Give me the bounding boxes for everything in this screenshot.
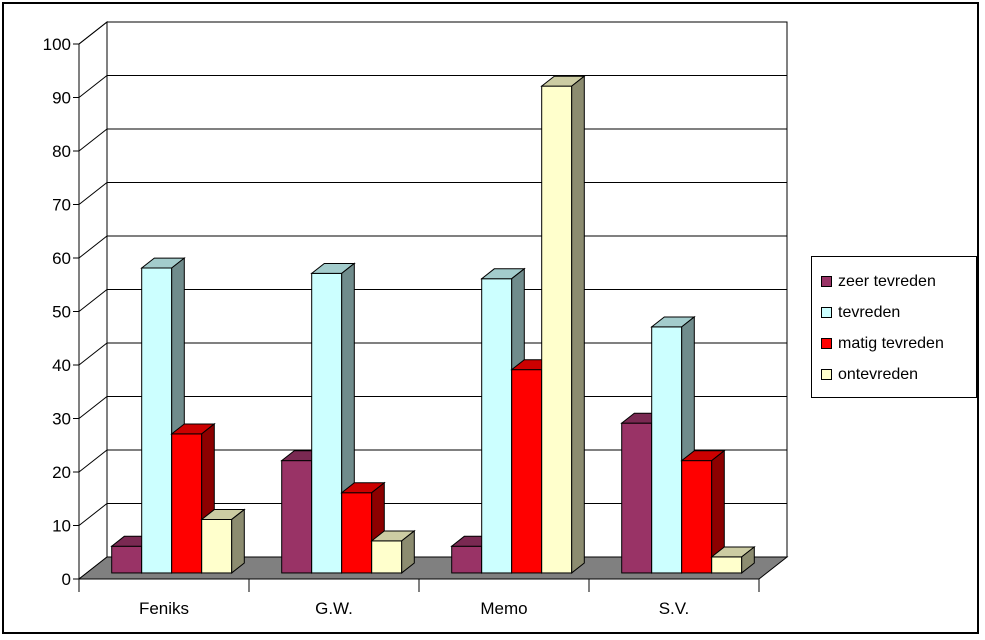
y-tick-label: 90	[52, 89, 71, 108]
x-tick-label: Memo	[480, 599, 527, 618]
bar-side	[401, 529, 415, 574]
bar-front	[371, 540, 403, 574]
x-tick-label: Feniks	[139, 599, 189, 618]
bar-front	[281, 460, 313, 574]
x-tick-label: S.V.	[659, 599, 690, 618]
gridline	[78, 75, 787, 98]
bar	[370, 529, 416, 574]
bar	[310, 262, 356, 574]
bar-front	[341, 492, 373, 574]
legend-swatch	[821, 338, 832, 349]
legend: zeer tevreden tevreden matig tevreden ontev…	[811, 256, 977, 398]
y-tick-label: 70	[52, 196, 71, 215]
bar-side	[741, 545, 755, 574]
bars	[110, 75, 756, 574]
y-tick-label: 40	[52, 356, 71, 375]
bar-side	[231, 508, 245, 574]
bar-front	[621, 422, 653, 574]
legend-item: zeer tevreden	[812, 266, 976, 297]
y-tick-label: 80	[52, 142, 71, 161]
legend-label: matig tevreden	[838, 334, 944, 352]
bar-front	[171, 433, 203, 574]
legend-label: tevreden	[838, 303, 901, 321]
legend-item: matig tevreden	[812, 328, 976, 359]
legend-swatch	[821, 369, 832, 380]
chart-frame: 0 10 20 30 40 50 60 70 80 90 100 Feniks G.W. Memo S.V…	[2, 2, 979, 634]
bar-front	[541, 85, 573, 574]
bar-front	[681, 460, 713, 574]
legend-item: tevreden	[812, 297, 976, 328]
x-tick-label: G.W.	[315, 599, 353, 618]
y-tick-label: 60	[52, 249, 71, 268]
y-tick-label: 0	[62, 570, 71, 589]
bar	[680, 449, 726, 574]
bar-front	[451, 545, 483, 574]
x-tick-labels: Feniks G.W. Memo S.V.	[139, 599, 689, 618]
bar-front	[141, 267, 173, 574]
bar-front	[201, 518, 233, 574]
legend-label: zeer tevreden	[838, 272, 936, 290]
bar	[200, 508, 246, 574]
y-tick-label: 30	[52, 410, 71, 429]
legend-label: ontevreden	[838, 365, 919, 383]
y-tick-labels: 0 10 20 30 40 50 60 70 80 90 100	[43, 35, 71, 589]
bar-front	[311, 272, 343, 574]
bar-front	[111, 545, 143, 574]
bar	[340, 481, 386, 574]
bar-chart: 0 10 20 30 40 50 60 70 80 90 100 Feniks G.W. Memo S.V…	[43, 20, 789, 618]
y-tick-label: 100	[43, 35, 71, 54]
y-tick-label: 50	[52, 303, 71, 322]
bar-front	[711, 556, 743, 574]
legend-item: ontevreden	[812, 359, 976, 390]
bar-side	[571, 75, 585, 574]
axes	[73, 43, 760, 592]
legend-swatch	[821, 276, 832, 287]
legend-swatch	[821, 307, 832, 318]
bar-front	[481, 278, 513, 574]
bar-front	[651, 326, 683, 574]
y-tick-label: 10	[52, 517, 71, 536]
gridline	[78, 21, 787, 45]
bar	[540, 75, 586, 574]
y-tick-label: 20	[52, 463, 71, 482]
bar-front	[511, 369, 543, 574]
bar	[710, 545, 756, 574]
